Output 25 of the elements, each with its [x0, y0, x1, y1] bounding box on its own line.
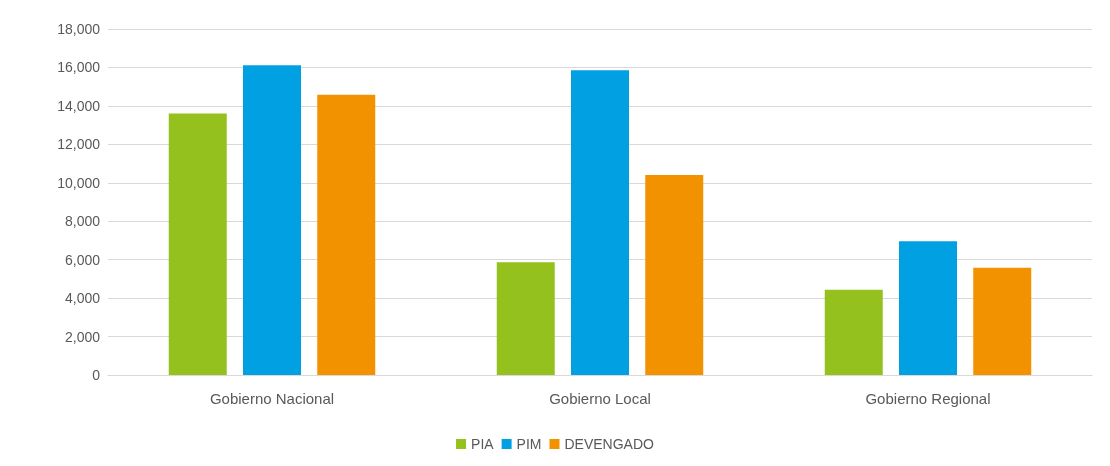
- x-tick-label: Gobierno Local: [549, 390, 651, 407]
- y-tick-label: 2,000: [64, 328, 101, 345]
- bar: [243, 65, 301, 375]
- y-tick-label: 16,000: [57, 59, 101, 76]
- bar: [973, 267, 1032, 375]
- y-tick-label: 8,000: [64, 213, 101, 230]
- legend-label: DEVENGADO: [564, 436, 655, 452]
- legend-label: PIA: [471, 436, 495, 452]
- y-tick-label: 6,000: [64, 251, 101, 268]
- bar: [645, 175, 704, 375]
- y-tick-label: 14,000: [57, 97, 101, 114]
- bar: [168, 113, 227, 375]
- bar: [824, 289, 883, 375]
- x-tick-label: Gobierno Nacional: [209, 390, 335, 407]
- y-tick-label: 4,000: [64, 290, 101, 307]
- x-tick-label: Gobierno Regional: [865, 390, 991, 407]
- y-tick-label: 18,000: [57, 21, 101, 37]
- bar: [496, 262, 555, 375]
- y-tick-label: 12,000: [57, 136, 101, 153]
- bar: [899, 241, 957, 375]
- y-tick-label: 10,000: [57, 174, 101, 191]
- legend-label: PIM: [516, 436, 542, 452]
- bar: [317, 94, 376, 375]
- bar: [571, 70, 629, 375]
- y-tick-label: 0: [92, 367, 101, 383]
